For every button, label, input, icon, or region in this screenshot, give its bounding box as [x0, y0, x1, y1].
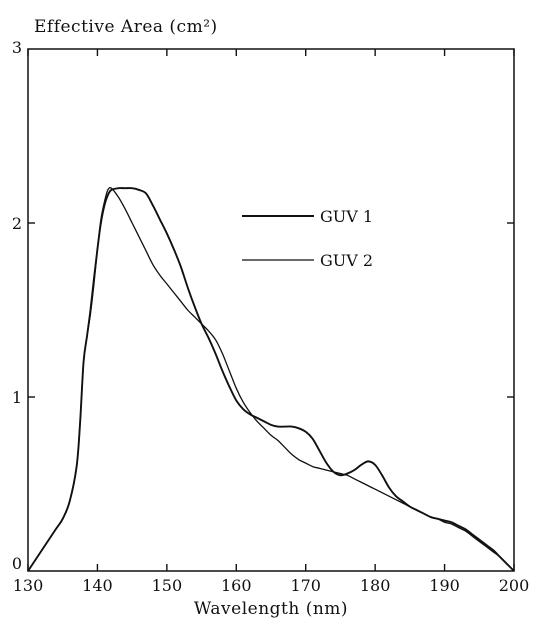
series-line-2 — [28, 188, 514, 571]
x-tick-label: 130 — [13, 576, 44, 595]
series-lines — [28, 188, 514, 571]
x-tick-label: 150 — [152, 576, 183, 595]
legend: GUV 1 GUV 2 — [242, 207, 373, 270]
y-tick-label: 2 — [12, 214, 22, 233]
x-tick-label: 200 — [499, 576, 530, 595]
x-tick-label: 140 — [82, 576, 113, 595]
x-tick-label: 170 — [290, 576, 321, 595]
series-line-1 — [28, 188, 514, 571]
y-tick-label: 0 — [12, 554, 22, 573]
y-tick-label: 3 — [12, 38, 22, 57]
y-axis-label: Effective Area (cm²) — [34, 17, 218, 37]
x-tick-label: 160 — [221, 576, 252, 595]
axis-ticks — [28, 49, 514, 571]
legend-label-2: GUV 2 — [320, 251, 373, 270]
x-tick-label: 190 — [429, 576, 460, 595]
x-tick-label: 180 — [360, 576, 391, 595]
x-axis-label: Wavelength (nm) — [194, 599, 348, 619]
legend-label-1: GUV 1 — [320, 207, 373, 226]
plot-frame — [28, 49, 514, 571]
y-tick-label: 1 — [12, 388, 22, 407]
